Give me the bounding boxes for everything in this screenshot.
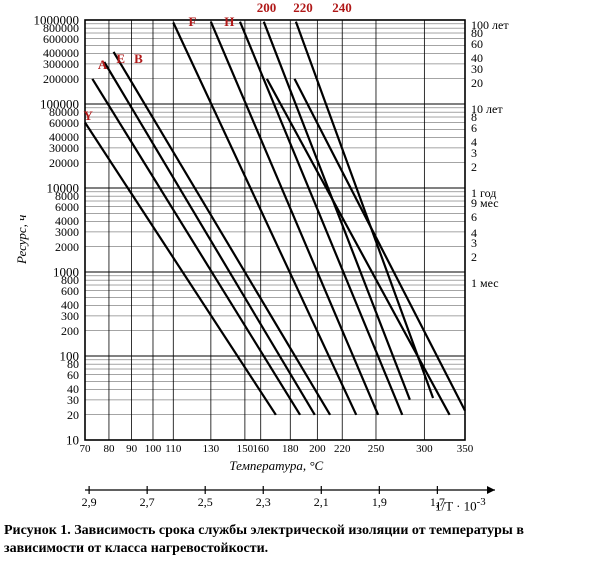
- class-label: B: [134, 52, 143, 65]
- y-tick-label: 20: [0, 409, 79, 421]
- class-label: 200: [257, 1, 277, 14]
- y-tick-label: 2000: [0, 241, 79, 253]
- y-tick-label: 800000: [0, 22, 79, 34]
- y-tick-label: 10: [0, 434, 79, 447]
- x-tick-label: 150: [237, 444, 254, 455]
- y-tick-label: 200: [0, 325, 79, 337]
- sec-x-tick-label: 2,3: [256, 496, 271, 508]
- y-right-label: 20: [471, 77, 483, 89]
- y-right-label: 2: [471, 161, 477, 173]
- y-tick-label: 80000: [0, 106, 79, 118]
- class-label: Y: [83, 109, 92, 122]
- x-tick-label: 90: [126, 444, 137, 455]
- class-label: 240: [332, 1, 352, 14]
- y-tick-label: 40: [0, 383, 79, 395]
- class-label: F: [189, 15, 197, 28]
- sec-x-axis-label: 1/T · 10-3: [435, 496, 486, 514]
- x-tick-label: 110: [165, 444, 181, 455]
- y-tick-label: 4000: [0, 215, 79, 227]
- y-right-label: 6: [471, 122, 477, 134]
- y-tick-label: 400: [0, 299, 79, 311]
- x-tick-label: 80: [103, 444, 114, 455]
- y-right-label: 9 мес: [471, 197, 499, 209]
- y-right-label: 3: [471, 237, 477, 249]
- y-right-label: 6: [471, 211, 477, 223]
- y-tick-label: 200000: [0, 73, 79, 85]
- y-axis-label: Ресурс, ч: [14, 214, 30, 263]
- x-tick-label: 130: [203, 444, 220, 455]
- y-right-label: 3: [471, 147, 477, 159]
- sec-x-tick-label: 2,5: [198, 496, 213, 508]
- y-tick-label: 400000: [0, 47, 79, 59]
- x-tick-label: 70: [80, 444, 91, 455]
- class-label: 220: [293, 1, 313, 14]
- x-tick-label: 160: [252, 444, 269, 455]
- y-right-label: 2: [471, 251, 477, 263]
- y-tick-label: 20000: [0, 157, 79, 169]
- class-label: A: [98, 58, 107, 71]
- y-tick-label: 80: [0, 358, 79, 370]
- x-tick-label: 350: [457, 444, 474, 455]
- y-tick-label: 800: [0, 274, 79, 286]
- figure-caption: Рисунок 1. Зависимость срока службы элек…: [4, 522, 594, 557]
- y-right-label: 1 мес: [471, 277, 499, 289]
- class-label: E: [116, 52, 125, 65]
- x-axis-label: Температура, °C: [229, 458, 323, 474]
- y-right-label: 60: [471, 38, 483, 50]
- sec-x-tick-label: 2,9: [82, 496, 97, 508]
- y-tick-label: 40000: [0, 131, 79, 143]
- class-label: H: [224, 15, 234, 28]
- x-tick-label: 300: [416, 444, 433, 455]
- x-tick-label: 100: [145, 444, 162, 455]
- sec-x-tick-label: 2,1: [314, 496, 329, 508]
- x-tick-label: 180: [282, 444, 299, 455]
- x-tick-label: 200: [309, 444, 326, 455]
- y-right-label: 30: [471, 63, 483, 75]
- sec-x-tick-label: 2,7: [140, 496, 155, 508]
- y-tick-label: 8000: [0, 190, 79, 202]
- x-tick-label: 250: [368, 444, 385, 455]
- sec-x-tick-label: 1,9: [372, 496, 387, 508]
- x-tick-label: 220: [334, 444, 351, 455]
